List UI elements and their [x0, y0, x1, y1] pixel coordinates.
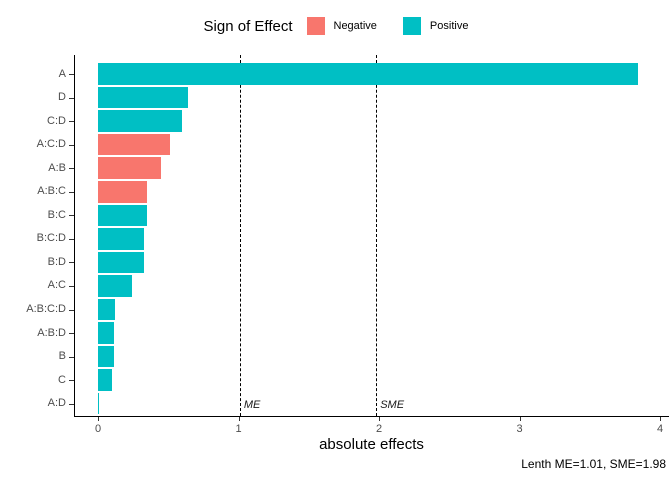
y-axis-tick — [69, 215, 74, 217]
y-axis-label-a-b-c-d: A:B:C:D — [26, 303, 66, 315]
bar-a-b-c — [98, 181, 148, 203]
caption: Lenth ME=1.01, SME=1.98 — [521, 457, 666, 471]
reference-line-sme — [376, 55, 378, 416]
bar-a — [98, 63, 638, 85]
y-axis-tick — [69, 356, 74, 358]
y-axis-label-a-c-d: A:C:D — [36, 138, 66, 151]
y-axis-tick — [69, 309, 74, 311]
bar-a-c-d — [98, 133, 170, 156]
reference-line-me — [239, 55, 241, 416]
y-axis-label-a-b-c: A:B:C — [37, 185, 66, 198]
y-axis-tick — [69, 262, 74, 264]
x-axis-tick — [660, 417, 661, 421]
bar-a-b-c-d — [98, 298, 115, 321]
bar-a-b-d — [98, 322, 114, 344]
x-axis-tick — [379, 417, 380, 421]
x-axis-tick — [238, 417, 240, 421]
legend-swatch-negative — [306, 17, 325, 35]
y-axis-tick — [69, 285, 74, 287]
legend: Sign of Effect Negative Positive — [0, 13, 672, 39]
y-axis-tick — [69, 191, 74, 193]
bar-c-d — [98, 110, 183, 132]
y-axis-label-a-c: A:C — [47, 279, 66, 292]
y-axis-tick — [69, 333, 74, 335]
legend-title: Sign of Effect — [203, 17, 293, 35]
legend-items: Negative Positive — [306, 17, 469, 35]
x-axis-title: absolute effects — [319, 436, 424, 453]
bar-b — [98, 345, 114, 368]
y-axis-label-b-c-d: B:C:D — [36, 232, 66, 245]
y-axis-label-c: C — [58, 373, 66, 386]
reference-line-label-me: ME — [243, 399, 261, 411]
bar-b-d — [98, 251, 145, 274]
x-axis-tick-label: 1 — [235, 423, 242, 435]
y-axis-label-b: B — [58, 350, 66, 363]
legend-swatch-positive — [402, 17, 421, 35]
y-axis-tick — [69, 168, 74, 170]
y-axis-line — [74, 55, 75, 417]
bar-d — [98, 86, 188, 109]
legend-label: Positive — [429, 20, 469, 32]
legend-item-negative: Negative — [306, 17, 377, 35]
y-axis-label-b-d: B:D — [47, 255, 66, 268]
y-axis-tick — [69, 74, 74, 75]
x-axis-tick — [519, 417, 521, 421]
y-axis-label-a: A — [58, 67, 66, 80]
bar-a-b — [98, 157, 162, 179]
y-axis-label-a-b-d: A:B:D — [37, 326, 66, 339]
bar-c — [98, 369, 113, 391]
y-axis-label-d: D — [58, 91, 66, 104]
x-axis-line — [74, 416, 669, 417]
y-axis-tick — [69, 144, 74, 146]
x-axis-tick-label: 0 — [94, 423, 102, 435]
y-axis-tick — [69, 380, 74, 382]
y-axis-tick — [69, 238, 74, 240]
bar-b-c-d — [98, 228, 145, 250]
x-axis-tick-label: 2 — [375, 423, 383, 435]
legend-label: Negative — [333, 20, 377, 32]
x-axis-tick — [98, 417, 99, 421]
y-axis-label-a-d: A:D — [47, 397, 66, 410]
x-axis-tick-label: 3 — [516, 423, 523, 435]
y-axis-label-a-b: A:B — [48, 161, 66, 174]
bar-a-c — [98, 275, 132, 297]
y-axis-label-b-c: B:C — [47, 208, 66, 221]
bar-a-d — [98, 392, 100, 415]
y-axis-tick — [69, 121, 74, 123]
x-axis-tick-label: 4 — [656, 423, 664, 435]
reference-line-label-sme: SME — [380, 399, 405, 411]
y-axis-tick — [69, 97, 74, 99]
y-axis-label-c-d: C:D — [47, 114, 66, 127]
y-axis-tick — [69, 403, 74, 405]
bar-b-c — [98, 204, 148, 227]
legend-item-positive: Positive — [402, 17, 469, 35]
